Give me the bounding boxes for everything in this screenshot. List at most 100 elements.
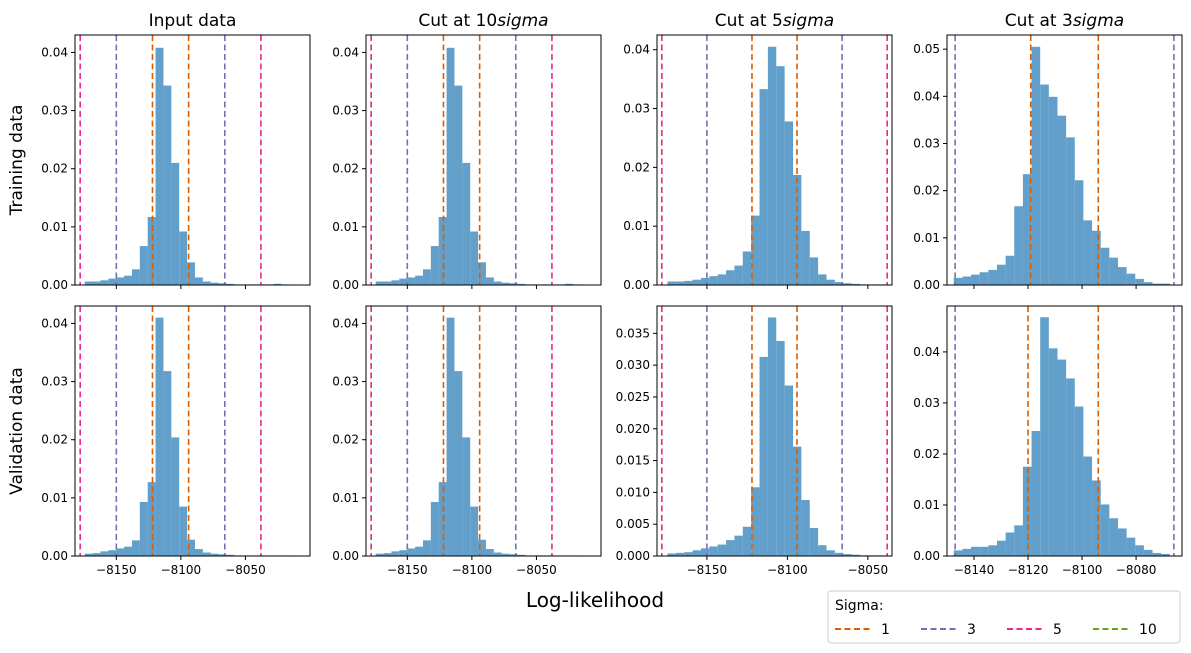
histogram-bar — [759, 356, 768, 556]
histogram-bar — [454, 85, 463, 286]
histogram-bar — [767, 317, 777, 556]
histogram-bar — [726, 270, 735, 285]
histogram-bar — [124, 546, 132, 556]
histogram-bar — [430, 246, 439, 285]
histogram-bar — [1135, 278, 1144, 285]
histogram-bar — [684, 280, 693, 285]
y-tick-label: 0.02 — [41, 433, 68, 447]
histogram-bar — [493, 552, 502, 556]
histogram-bar — [851, 283, 860, 285]
x-tick-label: −8120 — [1008, 563, 1049, 577]
histogram-bar — [818, 545, 827, 556]
histogram-bar — [801, 500, 810, 556]
y-tick-label: 0.04 — [913, 345, 940, 359]
axes-frame — [946, 34, 1183, 286]
histogram-bar — [717, 274, 727, 285]
histogram-bar — [187, 539, 195, 556]
y-tick-label: 0.005 — [616, 517, 650, 531]
panel-title: Cut at 5sigma — [715, 11, 834, 31]
y-tick-label: 0.01 — [332, 220, 359, 234]
histogram-bar — [462, 162, 471, 285]
panel-5: 0.00 0.01 0.02 0.03 0.04 −8150 −8100 −8050 — [41, 305, 311, 577]
axes-frame — [74, 305, 311, 557]
y-tick-label: 0.04 — [332, 316, 359, 330]
panel-1: 0.00 0.01 0.02 0.03 0.04 Input data — [41, 11, 311, 292]
x-tick-label: −8050 — [848, 563, 889, 577]
histogram-bar — [131, 269, 140, 285]
histogram-bar — [422, 269, 431, 285]
histogram-bar — [1040, 317, 1049, 556]
histogram-bar — [843, 554, 852, 556]
histogram-bar — [1014, 525, 1023, 556]
axes-frame — [365, 34, 602, 286]
y-tick-label: 0.03 — [913, 136, 940, 150]
histogram-bar — [667, 281, 676, 285]
panel-title-sigma: sigma — [783, 11, 834, 31]
histogram-bar — [751, 215, 760, 285]
histogram-bar — [108, 550, 117, 556]
histogram-bar — [124, 275, 132, 285]
histogram-bar — [564, 283, 573, 285]
axes-frame — [365, 305, 602, 557]
histogram-bar — [462, 437, 471, 556]
legend-sigma-1-label: 1 — [881, 622, 890, 638]
x-tick-label: −8100 — [452, 563, 493, 577]
histogram-bar — [742, 526, 752, 556]
histogram-bar — [1092, 230, 1101, 285]
y-tick-label: 0.00 — [41, 549, 68, 563]
histogram-bar — [809, 528, 819, 556]
histogram-bar — [1022, 466, 1032, 556]
histogram-bar — [843, 283, 852, 285]
histogram-bar — [851, 554, 860, 556]
histogram-bar — [155, 317, 164, 556]
histogram-bar — [139, 501, 148, 556]
y-tick-label: 0.04 — [913, 89, 940, 103]
histogram-bar — [147, 216, 156, 285]
y-tick-label: 0.02 — [913, 184, 940, 198]
histogram-bar — [108, 278, 117, 285]
histogram-bar — [1040, 84, 1049, 285]
histogram-bar — [446, 317, 455, 556]
histogram-bar — [383, 281, 392, 285]
histogram-bar — [988, 545, 997, 556]
x-tick-label: −8150 — [687, 563, 728, 577]
y-tick-label: 0.04 — [332, 45, 359, 59]
histogram-bar — [399, 550, 408, 556]
y-tick-label: 0.015 — [616, 454, 650, 468]
histogram-bar — [801, 230, 810, 285]
histogram-bar — [809, 257, 819, 285]
histogram-bar — [953, 550, 963, 556]
histogram-bar — [818, 274, 827, 285]
panel-7: 0.000 0.005 0.010 0.015 0.020 0.025 0.030 0.035… — [616, 305, 893, 577]
histogram-bar — [218, 554, 227, 556]
histogram-bar — [726, 540, 735, 556]
histogram-bar — [415, 546, 423, 556]
histogram-bar — [1126, 273, 1136, 285]
histogram-bar — [1100, 504, 1110, 556]
histogram-bar — [1161, 283, 1170, 285]
panel-4: 0.00 0.01 0.02 0.03 0.04 0.05 Cut at 3sigma — [913, 11, 1183, 292]
histogram-bar — [1083, 220, 1093, 285]
legend-sigma-10-label: 10 — [1139, 622, 1157, 638]
histogram-bar — [1152, 552, 1162, 556]
histogram-bar — [759, 89, 768, 285]
y-tick-label: 0.03 — [41, 104, 68, 118]
histogram-bar — [517, 554, 526, 556]
histogram-bar — [139, 246, 148, 285]
x-tick-label: −8100 — [767, 563, 808, 577]
x-tick-label: −8080 — [1116, 563, 1157, 577]
y-tick-label: 0.01 — [913, 498, 940, 512]
histogram-bar — [1083, 456, 1093, 556]
histogram-bar — [1126, 537, 1136, 556]
histogram-bar — [226, 283, 235, 285]
histogram-bar — [218, 283, 227, 285]
histogram-bar — [438, 482, 447, 556]
histogram-bar — [1048, 348, 1058, 556]
histogram-bar — [470, 231, 479, 285]
histogram-bar — [1143, 282, 1153, 285]
legend-entries: 1 3 5 10 — [835, 622, 1157, 638]
row-label-validation: Validation data — [7, 367, 27, 495]
histogram-bar — [979, 546, 989, 556]
histogram-bar — [684, 552, 693, 556]
histogram-bar — [962, 276, 972, 285]
